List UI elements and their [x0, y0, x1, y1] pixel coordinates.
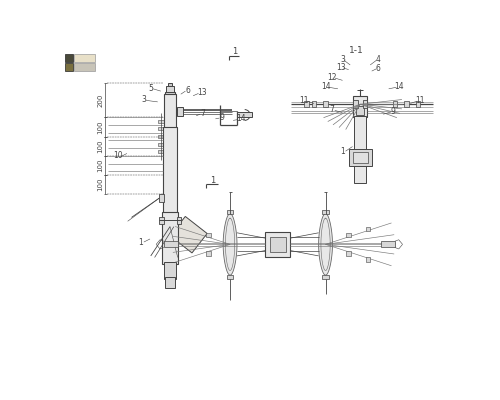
Text: 100: 100 — [98, 120, 103, 134]
Bar — [66, 63, 73, 71]
Bar — [158, 143, 164, 146]
Bar — [206, 251, 211, 256]
Text: 5: 5 — [148, 84, 153, 92]
Bar — [206, 233, 211, 238]
Text: 200: 200 — [98, 93, 103, 107]
Bar — [163, 127, 177, 214]
Bar — [66, 54, 73, 62]
Text: 10: 10 — [113, 151, 122, 160]
Bar — [366, 227, 370, 231]
Bar — [74, 54, 96, 62]
Bar — [348, 149, 372, 166]
Bar — [158, 127, 164, 130]
Text: 100: 100 — [98, 159, 103, 172]
Text: 14: 14 — [320, 82, 330, 91]
Bar — [164, 94, 176, 129]
Bar — [362, 100, 367, 108]
Bar — [158, 150, 164, 154]
Bar — [227, 210, 233, 214]
Bar — [164, 92, 175, 96]
Text: 100: 100 — [98, 178, 103, 192]
Text: 13: 13 — [336, 63, 346, 72]
Bar — [322, 210, 328, 214]
Text: 11: 11 — [414, 96, 424, 105]
Polygon shape — [223, 214, 237, 275]
Text: 7: 7 — [330, 105, 334, 114]
Bar — [354, 100, 358, 108]
Bar — [381, 241, 395, 248]
Bar — [266, 232, 290, 257]
Bar — [168, 83, 172, 86]
Circle shape — [281, 248, 284, 250]
Text: 13: 13 — [198, 88, 207, 97]
Bar — [352, 152, 368, 163]
Text: 7: 7 — [200, 109, 205, 118]
Bar — [404, 101, 408, 106]
Circle shape — [281, 238, 284, 241]
Text: 1: 1 — [138, 238, 143, 246]
Bar — [312, 101, 316, 106]
Circle shape — [272, 248, 274, 250]
Text: 14: 14 — [236, 114, 246, 123]
Text: 1-1: 1-1 — [349, 46, 364, 55]
Bar — [366, 258, 370, 262]
Text: 1: 1 — [340, 148, 345, 156]
Bar — [227, 275, 233, 279]
Text: 3: 3 — [142, 95, 146, 104]
Text: 11: 11 — [299, 96, 308, 105]
Polygon shape — [318, 214, 332, 275]
Bar — [356, 106, 364, 115]
Bar — [164, 241, 177, 248]
Bar — [162, 212, 178, 264]
Bar — [159, 194, 164, 202]
Text: 6: 6 — [186, 86, 190, 95]
Circle shape — [272, 238, 274, 241]
Polygon shape — [170, 216, 207, 253]
Bar — [74, 63, 96, 71]
Bar — [237, 112, 252, 117]
Bar — [354, 116, 366, 183]
Bar — [158, 135, 164, 138]
Text: 12: 12 — [327, 73, 336, 82]
Text: 100: 100 — [98, 140, 103, 153]
Text: 1: 1 — [232, 47, 237, 56]
Bar — [346, 251, 351, 256]
Bar — [158, 120, 164, 123]
Bar — [164, 278, 175, 288]
Circle shape — [357, 154, 364, 160]
Text: 6: 6 — [376, 64, 380, 72]
Bar — [346, 233, 351, 238]
Bar — [159, 218, 164, 224]
Bar — [392, 101, 397, 106]
Text: 4: 4 — [376, 55, 380, 64]
Bar — [164, 262, 176, 279]
Bar — [323, 101, 328, 106]
Bar — [304, 101, 308, 106]
Bar — [177, 218, 181, 224]
Bar — [177, 106, 183, 116]
Bar — [166, 86, 174, 92]
Text: 9: 9 — [391, 107, 396, 116]
Bar — [416, 101, 420, 106]
Text: 9: 9 — [219, 113, 224, 122]
Bar — [354, 96, 367, 117]
Text: 14: 14 — [394, 82, 404, 91]
Text: 3: 3 — [340, 55, 345, 64]
Bar — [322, 275, 328, 279]
Bar — [270, 237, 285, 252]
Text: 1: 1 — [210, 176, 215, 185]
